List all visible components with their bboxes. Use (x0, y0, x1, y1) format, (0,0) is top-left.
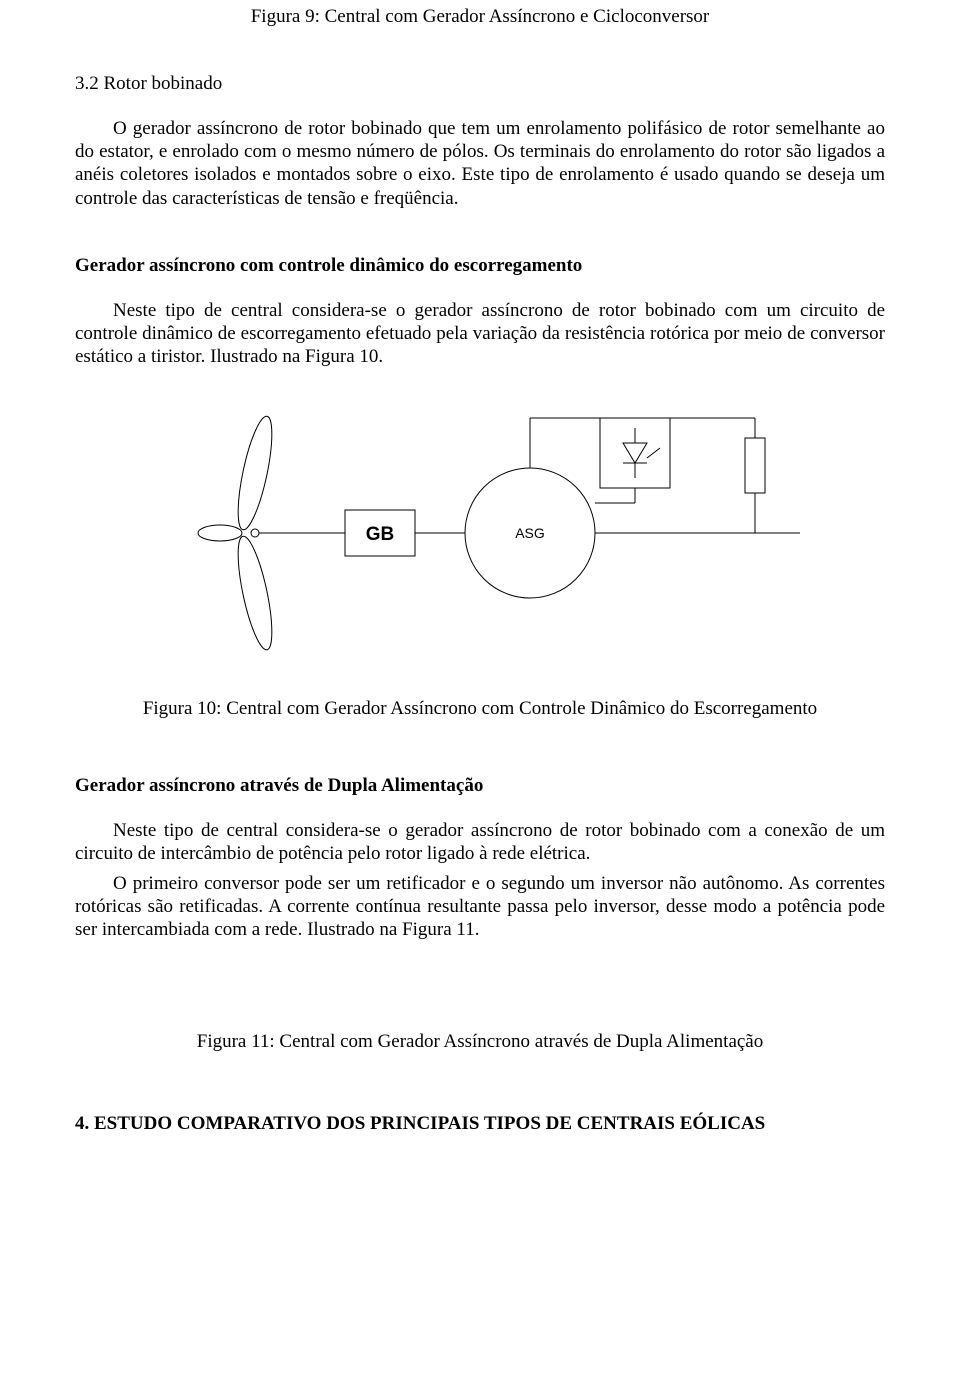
figure10-caption: Figura 10: Central com Gerador Assíncron… (75, 698, 885, 720)
asg-label: ASG (515, 525, 545, 541)
sub2-heading: Gerador assíncrono através de Dupla Alim… (75, 775, 885, 797)
sub1-para1: Neste tipo de central considera-se o ger… (75, 299, 885, 369)
figure10-diagram: GB ASG (160, 398, 800, 658)
section4-heading: 4. ESTUDO COMPARATIVO DOS PRINCIPAIS TIP… (75, 1113, 885, 1135)
section-3-2-heading: 3.2 Rotor bobinado (75, 73, 885, 95)
section-3-2-para1: O gerador assíncrono de rotor bobinado q… (75, 117, 885, 210)
sub2-para2: O primeiro conversor pode ser um retific… (75, 872, 885, 942)
sub2-para1: Neste tipo de central considera-se o ger… (75, 819, 885, 865)
figure11-caption: Figura 11: Central com Gerador Assíncron… (75, 1031, 885, 1053)
gb-label: GB (366, 524, 395, 545)
page-content: Figura 9: Central com Gerador Assíncrono… (0, 6, 960, 1194)
figure9-caption: Figura 9: Central com Gerador Assíncrono… (75, 6, 885, 28)
sub1-heading: Gerador assíncrono com controle dinâmico… (75, 255, 885, 277)
